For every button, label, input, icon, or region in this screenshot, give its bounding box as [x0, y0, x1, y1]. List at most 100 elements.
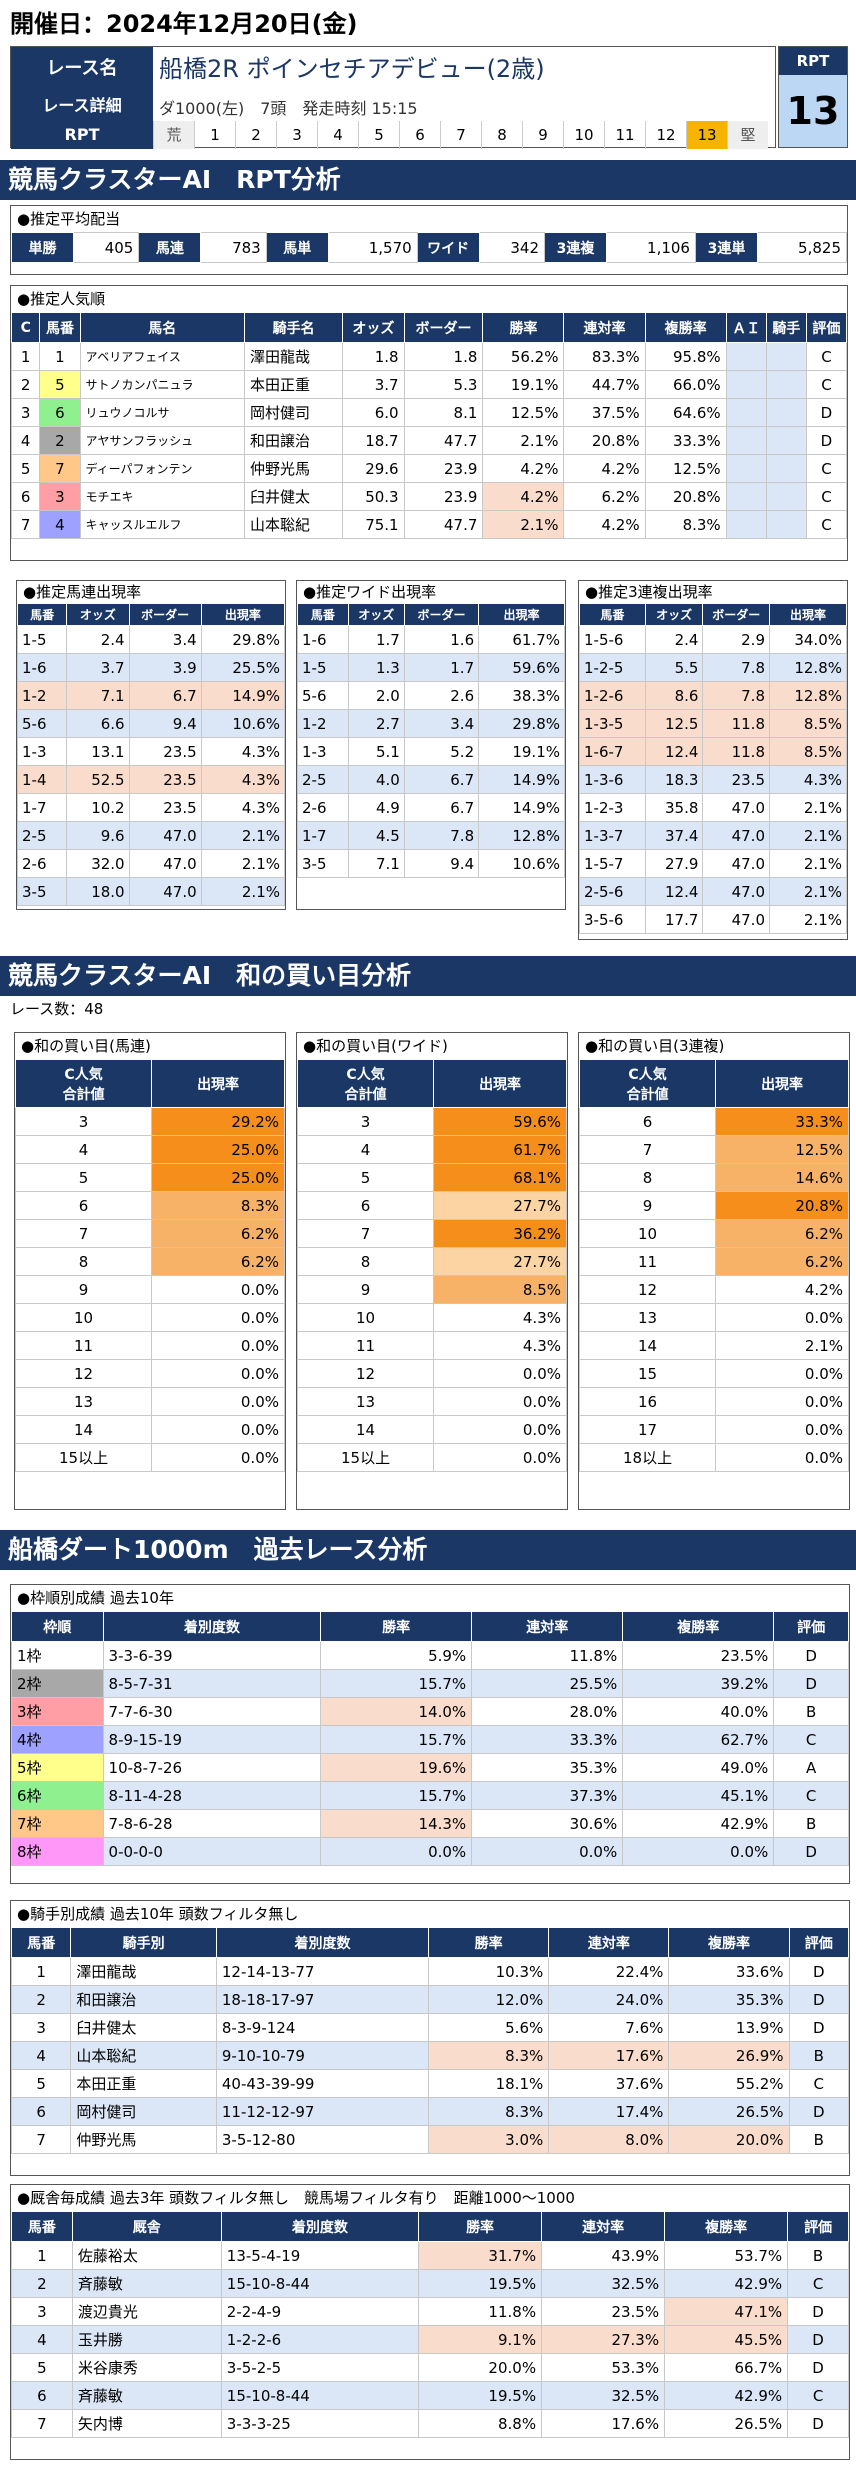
trio-cell: 7.8 [702, 653, 770, 682]
pop-cell: 1 [10, 342, 41, 371]
horse-name: モチエキ [79, 482, 246, 511]
pop-cell: 7 [10, 510, 41, 539]
table-row: 1枠 3-3-6-39 5.9% 11.8% 23.5% D [11, 1641, 849, 1670]
stable-cell: 19.5% [418, 2381, 543, 2410]
race-detail-label: レース詳細 [11, 91, 153, 121]
jockey-header: 勝率 [428, 1927, 550, 1958]
jockey-cell: 12-14-13-77 [215, 1957, 430, 1986]
jockey-cell: 3.0% [428, 2125, 550, 2154]
trio-cell: 47.0 [702, 877, 770, 906]
waku-cell: 0.0% [320, 1837, 473, 1866]
trio-header: 出現率 [769, 603, 847, 626]
stable-cell: 3-5-2-5 [220, 2353, 420, 2382]
jockey-cell: 5 [10, 2069, 72, 2098]
pop-cell: 3 [39, 482, 81, 511]
umaren-cell: 1-5 [16, 625, 68, 654]
sum-rate: 0.0% [715, 1303, 849, 1332]
rpt-cell: 2 [235, 121, 276, 149]
table-row: 9 20.8% [578, 1191, 849, 1220]
wide-cell: 3.4 [403, 709, 480, 738]
sum-key: 7 [578, 1135, 717, 1164]
stable-cell: 45.5% [664, 2325, 789, 2354]
payout-label: 馬単 [265, 232, 329, 263]
pop-cell: 3 [10, 398, 41, 427]
waku-header: 複勝率 [622, 1611, 775, 1642]
sum-umaren-title: ●和の買い目(馬連) [21, 1037, 151, 1055]
wide-cell: 1-7 [297, 821, 349, 850]
umaren-header: ボーダー [128, 603, 202, 626]
wide-cell: 1-2 [297, 709, 349, 738]
sum-rate: 6.2% [715, 1219, 849, 1248]
wide-cell: 1.3 [347, 653, 405, 682]
stable-cell: 32.5% [541, 2381, 666, 2410]
page-title: 開催日：2024年12月20日(金) [10, 10, 358, 38]
trio-cell: 47.0 [702, 905, 770, 934]
stable-cell: 19.5% [418, 2269, 543, 2298]
table-row: 1 佐藤裕太 13-5-4-19 31.7% 43.9% 53.7% B [11, 2241, 849, 2270]
wide-cell: 1-6 [297, 625, 349, 654]
umaren-cell: 4.3% [200, 737, 286, 766]
payout-box: ●推定平均配当 単勝 405 馬連 783 馬単 1,570 ワイド 342 3連複 1,106 3… [10, 205, 848, 275]
stable-header: 馬番 [11, 2211, 73, 2242]
umaren-cell: 47.0 [128, 821, 202, 850]
umaren-cell: 10.6% [200, 709, 286, 738]
sum-header-rate: 出現率 [433, 1059, 567, 1108]
waku-cell: B [773, 1697, 849, 1726]
jockey-cell: 26.9% [668, 2041, 790, 2070]
pop-cell: 1.8 [403, 342, 484, 371]
sum-header-line1: C人気 [628, 1066, 667, 1083]
jockey-cell: 55.2% [668, 2069, 790, 2098]
sum-rate: 4.3% [433, 1303, 567, 1332]
stable-cell: 66.7% [664, 2353, 789, 2382]
sum-header: C人気 合計値 [296, 1059, 435, 1108]
pop-header: 馬番 [39, 312, 81, 343]
wide-cell: 2.6 [403, 681, 480, 710]
sum-rate: 27.7% [433, 1191, 567, 1220]
table-row: 2-5-6 12.4 47.0 2.1% [579, 877, 847, 906]
wide-cell: 29.8% [478, 709, 565, 738]
popularity-title: ●推定人気順 [17, 290, 106, 308]
pop-cell: 5.3 [403, 370, 484, 399]
sum-key: 14 [578, 1331, 717, 1360]
table-row: 1-2 7.1 6.7 14.9% [16, 681, 286, 710]
jockey-cell: 2 [10, 1985, 72, 2014]
jockey-cell: C [788, 2069, 850, 2098]
umaren-cell: 2.1% [200, 849, 286, 878]
waku-cell: 45.1% [622, 1781, 775, 1810]
trio-cell: 2.1% [769, 905, 847, 934]
stable-header: 評価 [787, 2211, 849, 2242]
pop-cell: 5 [39, 370, 81, 399]
waku-cell: 14.0% [320, 1697, 473, 1726]
pop-cell: 1.8 [342, 342, 405, 371]
umaren-cell: 4.3% [200, 793, 286, 822]
stable-header: 厩舎 [71, 2211, 222, 2242]
table-row: 8 14.6% [578, 1163, 849, 1192]
trio-header: ボーダー [702, 603, 770, 626]
sum-key: 6 [296, 1191, 435, 1220]
umaren-cell: 1-3 [16, 737, 68, 766]
wide-cell: 59.6% [478, 653, 565, 682]
jockey-box: ●騎手別成績 過去10年 頭数フィルタ無し 馬番 騎手別 着別度数 勝率 連対率 複勝率評… [10, 1900, 850, 2176]
rpt-value: 13 [779, 75, 847, 147]
jockey-cell: 10.3% [428, 1957, 550, 1986]
stable-cell: 佐藤裕太 [71, 2241, 222, 2270]
waku-table: 枠順 着別度数 勝率 連対率 複勝率 評価 1枠 3-3-6-39 5.9% 11.8% 23.5%… [11, 1611, 849, 1866]
jockey-cell: 33.6% [668, 1957, 790, 1986]
table-row: 3 渡辺貴光 2-2-4-9 11.8% 23.5% 47.1% D [11, 2297, 849, 2326]
wide-cell: 1.7 [347, 625, 405, 654]
jockey-cell: D [788, 1985, 850, 2014]
waku-cell: 15.7% [320, 1725, 473, 1754]
trio-cell: 1-3-7 [579, 821, 646, 850]
sum-wide-box: ●和の買い目(ワイド) C人気 合計値 出現率 3 59.6% 4 61.7% 5 68.1% 6… [296, 1032, 568, 1510]
pop-cell [725, 342, 767, 371]
sum-key: 13 [296, 1387, 435, 1416]
trio-cell: 4.3% [769, 765, 847, 794]
waku-cell: 0.0% [622, 1837, 775, 1866]
sum-rate: 25.0% [151, 1135, 285, 1164]
horse-name: リュウノコルサ [79, 398, 246, 427]
sum-rate: 6.2% [715, 1247, 849, 1276]
table-row: 1-3-5 12.5 11.8 8.5% [579, 709, 847, 738]
sum-umaren-table: C人気 合計値 出現率 3 29.2% 4 25.0% 5 25.0% 6 8.3% 7 6.2% 8 6.… [14, 1059, 285, 1472]
pop-cell: 岡村健司 [244, 398, 344, 427]
table-row: 5 米谷康秀 3-5-2-5 20.0% 53.3% 66.7% D [11, 2353, 849, 2382]
